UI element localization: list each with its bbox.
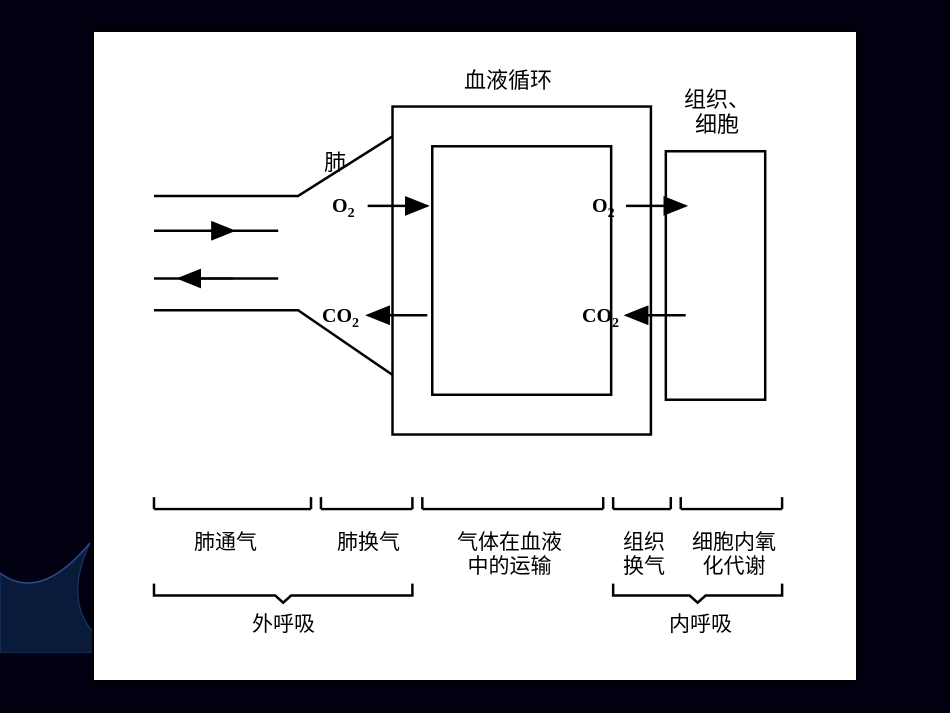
label-o2-tissue-side: O2 <box>592 195 615 222</box>
label-blood-circulation: 血液循环 <box>464 68 552 93</box>
label-o2-lung-side: O2 <box>332 195 355 222</box>
label-gas-transport: 气体在血液 中的运输 <box>457 530 562 578</box>
label-internal-respiration: 内呼吸 <box>669 612 732 636</box>
label-tissue-cell: 组织、 细胞 <box>684 87 750 138</box>
label-lung: 肺 <box>324 150 346 175</box>
label-co2-lung-side: CO2 <box>322 305 359 332</box>
label-cell-oxidation: 细胞内氧 化代谢 <box>692 530 776 578</box>
diagram-frame: 血液循环 组织、 细胞 肺 O2 O2 CO2 CO2 肺通气 肺换气 气体在血… <box>92 30 858 682</box>
label-co2-tissue-side: CO2 <box>582 305 619 332</box>
label-tissue-exchange: 组织 换气 <box>623 530 665 578</box>
label-external-respiration: 外呼吸 <box>252 612 315 636</box>
label-pulmonary-exchange: 肺换气 <box>337 530 400 554</box>
label-pulmonary-ventilation: 肺通气 <box>194 530 257 554</box>
